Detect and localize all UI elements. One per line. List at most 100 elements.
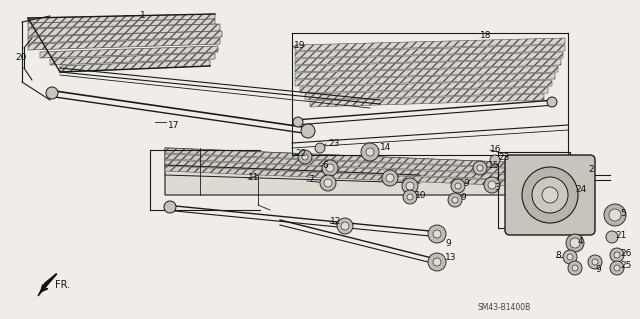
Circle shape — [448, 193, 462, 207]
Circle shape — [326, 164, 334, 172]
Circle shape — [452, 197, 458, 203]
Circle shape — [46, 87, 58, 99]
Text: 18: 18 — [480, 31, 492, 40]
Circle shape — [366, 148, 374, 156]
Text: 26: 26 — [620, 249, 632, 257]
Text: 14: 14 — [380, 144, 392, 152]
Polygon shape — [28, 14, 215, 23]
Text: 20: 20 — [15, 54, 26, 63]
Text: 4: 4 — [578, 236, 584, 246]
Polygon shape — [300, 80, 552, 93]
Circle shape — [428, 253, 446, 271]
Polygon shape — [60, 60, 210, 72]
Text: 9: 9 — [445, 239, 451, 248]
Text: 23: 23 — [328, 138, 339, 147]
Polygon shape — [50, 53, 215, 65]
Circle shape — [604, 204, 626, 226]
Polygon shape — [295, 73, 555, 86]
Text: 22: 22 — [295, 149, 307, 158]
FancyBboxPatch shape — [505, 155, 595, 235]
Circle shape — [361, 143, 379, 161]
Polygon shape — [295, 45, 565, 58]
Circle shape — [324, 179, 332, 187]
Circle shape — [433, 230, 441, 238]
Circle shape — [337, 218, 353, 234]
Circle shape — [320, 175, 336, 191]
Circle shape — [566, 234, 584, 252]
Text: 6: 6 — [322, 160, 328, 169]
Circle shape — [322, 160, 338, 176]
Circle shape — [430, 227, 444, 241]
Circle shape — [302, 154, 308, 160]
Circle shape — [477, 165, 483, 171]
Circle shape — [572, 265, 578, 271]
Polygon shape — [295, 52, 563, 65]
Polygon shape — [40, 46, 218, 58]
Text: 9: 9 — [595, 265, 601, 275]
Polygon shape — [295, 59, 561, 72]
Circle shape — [547, 97, 557, 107]
Text: 11: 11 — [248, 174, 259, 182]
Circle shape — [563, 250, 577, 264]
Circle shape — [386, 174, 394, 182]
Text: 9: 9 — [460, 194, 466, 203]
Circle shape — [298, 150, 312, 164]
Circle shape — [614, 252, 620, 258]
Circle shape — [488, 181, 496, 189]
Text: 25: 25 — [620, 262, 632, 271]
Circle shape — [542, 187, 558, 203]
Circle shape — [293, 117, 303, 127]
Circle shape — [609, 209, 621, 221]
Text: SM43-B1400B: SM43-B1400B — [478, 302, 531, 311]
Polygon shape — [28, 19, 215, 28]
Text: 17: 17 — [168, 121, 179, 130]
Circle shape — [428, 225, 446, 243]
Circle shape — [341, 222, 349, 230]
Circle shape — [532, 177, 568, 213]
Circle shape — [610, 248, 624, 262]
Polygon shape — [38, 275, 55, 296]
Circle shape — [592, 259, 598, 265]
Circle shape — [588, 255, 602, 269]
Text: 1: 1 — [140, 11, 146, 19]
Circle shape — [406, 182, 414, 190]
Text: 21: 21 — [615, 231, 627, 240]
Text: 10: 10 — [415, 190, 426, 199]
Circle shape — [570, 238, 580, 248]
Circle shape — [606, 231, 618, 243]
Text: 8: 8 — [555, 251, 561, 261]
Circle shape — [382, 170, 398, 186]
Text: 9: 9 — [463, 179, 468, 188]
Polygon shape — [295, 66, 558, 79]
Text: 7: 7 — [308, 175, 314, 184]
Polygon shape — [165, 148, 575, 170]
Circle shape — [315, 143, 325, 153]
Text: 5: 5 — [620, 209, 626, 218]
Circle shape — [484, 177, 500, 193]
Polygon shape — [28, 38, 220, 50]
Text: 3: 3 — [494, 183, 500, 192]
Polygon shape — [310, 94, 544, 107]
Circle shape — [455, 183, 461, 189]
Text: 2: 2 — [588, 166, 594, 174]
Polygon shape — [165, 166, 565, 188]
Polygon shape — [165, 154, 575, 176]
Polygon shape — [28, 24, 220, 36]
Circle shape — [567, 254, 573, 260]
Circle shape — [614, 265, 620, 271]
Circle shape — [473, 161, 487, 175]
Circle shape — [164, 201, 176, 213]
Text: 16: 16 — [490, 145, 502, 153]
Polygon shape — [165, 148, 570, 195]
Text: 24: 24 — [575, 186, 586, 195]
Polygon shape — [165, 160, 570, 182]
Circle shape — [433, 258, 441, 266]
Text: 19: 19 — [294, 41, 305, 49]
Text: FR.: FR. — [55, 280, 70, 290]
Polygon shape — [28, 31, 222, 43]
Polygon shape — [305, 87, 548, 100]
Circle shape — [490, 155, 500, 165]
Circle shape — [451, 179, 465, 193]
Text: 13: 13 — [445, 254, 456, 263]
Circle shape — [403, 190, 417, 204]
